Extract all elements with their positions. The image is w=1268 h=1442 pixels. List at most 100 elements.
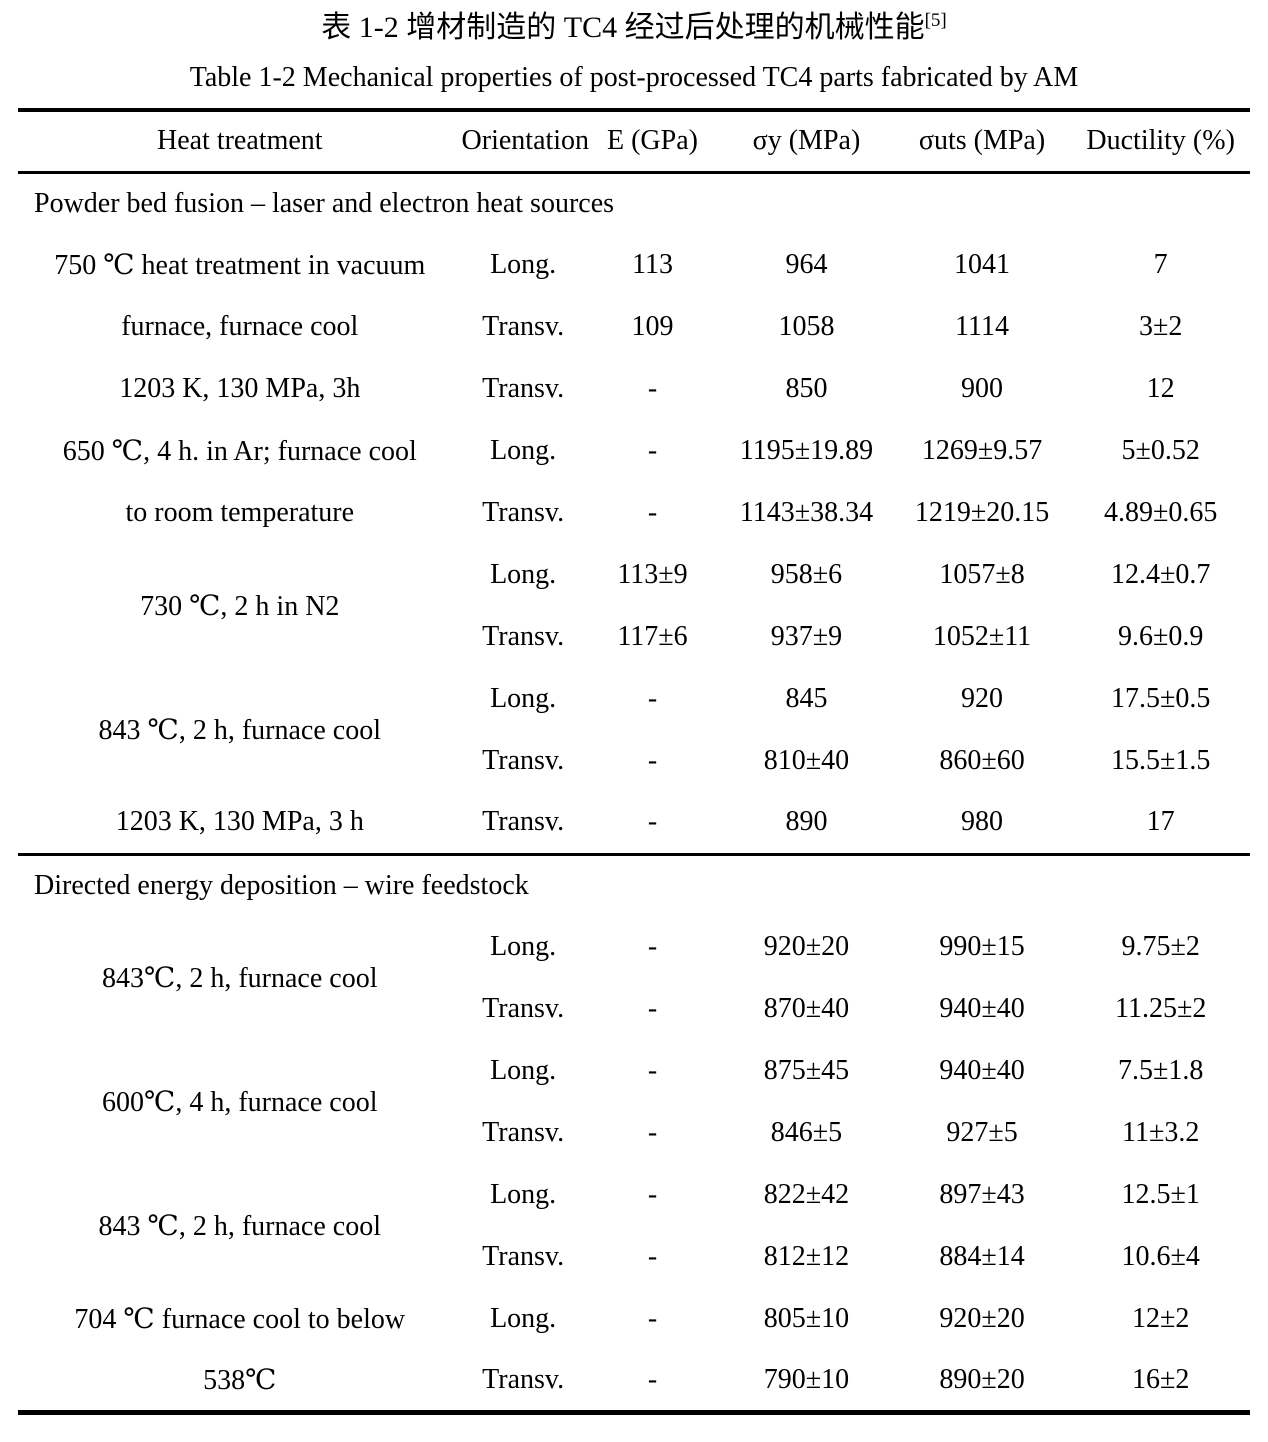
treatment-cell: 843℃, 2 h, furnace cool (102, 963, 378, 994)
ductility-cell: 5±0.52 (1121, 435, 1200, 466)
sigma-uts-cell: 897±43 (939, 1179, 1025, 1210)
sigma-uts-cell: 900 (961, 373, 1004, 404)
table-row: 650 ℃, 4 h. in Ar; furnace cool Long. - 119… (18, 420, 1250, 482)
table-row: Transv. - 846±5 927±5 11±3.2 (18, 1102, 1250, 1164)
e-gpa-cell: - (647, 1117, 658, 1148)
table-caption-zh: 表 1-2 增材制造的 TC4 经过后处理的机械性能[5] (0, 8, 1268, 48)
treatment-cell: 1203 K, 130 MPa, 3h (119, 373, 361, 404)
e-gpa-cell: - (647, 683, 658, 714)
e-gpa-cell: - (647, 1055, 658, 1086)
orientation-cell: Transv. (482, 497, 565, 528)
sigma-uts-cell: 940±40 (939, 1055, 1025, 1086)
sigma-y-cell: 822±42 (763, 1179, 850, 1210)
treatment-cell: 600℃, 4 h, furnace cool (102, 1087, 378, 1118)
table-row: to room temperature Transv. - 1143±38.34 121… (18, 482, 1250, 544)
sigma-y-cell: 958±6 (770, 559, 843, 590)
ductility-cell: 11±3.2 (1122, 1117, 1200, 1148)
section-header-row: Directed energy deposition – wire feedst… (18, 852, 1250, 916)
sigma-y-cell: 805±10 (763, 1303, 850, 1334)
ductility-cell: 7 (1153, 249, 1168, 280)
orientation-cell: Transv. (482, 1241, 565, 1272)
table-row: 1203 K, 130 MPa, 3 h Transv. - 890 980 17 (18, 792, 1250, 854)
table-row: Transv. - 870±40 940±40 11.25±2 (18, 978, 1250, 1040)
orientation-cell: Long. (490, 435, 557, 466)
sigma-y-cell: 846±5 (770, 1117, 843, 1148)
e-gpa-cell: - (647, 993, 658, 1024)
sigma-uts-cell: 1041 (954, 249, 1011, 280)
orientation-cell: Transv. (482, 373, 565, 404)
ductility-cell: 17.5±0.5 (1110, 683, 1211, 714)
header-row: Heat treatment Orientation E (GPa) σy (M… (18, 110, 1250, 174)
sigma-y-cell: 937±9 (770, 621, 843, 652)
e-gpa-cell: - (647, 1363, 658, 1395)
col-header-heat-treatment: Heat treatment (18, 110, 462, 174)
orientation-cell: Long. (490, 1055, 557, 1086)
table-row: 538℃ Transv. - 790±10 890±20 16±2 (18, 1350, 1250, 1412)
treatment-cell: to room temperature (125, 497, 355, 528)
table-row: 750 ℃ heat treatment in vacuum Long. 113 96… (18, 234, 1250, 296)
ductility-cell: 12.4±0.7 (1110, 559, 1211, 590)
sigma-uts-cell: 980 (961, 806, 1004, 838)
e-gpa-cell: - (647, 931, 658, 962)
sigma-y-cell: 875±45 (763, 1055, 850, 1086)
sigma-uts-cell: 1219±20.15 (914, 497, 1050, 528)
e-gpa-cell: 117±6 (617, 621, 688, 652)
treatment-cell: 843 ℃, 2 h, furnace cool (98, 715, 381, 746)
table-row: 704 ℃ furnace cool to below Long. - 805±10 9… (18, 1288, 1250, 1350)
sigma-y-cell: 890 (785, 806, 828, 838)
orientation-cell: Long. (490, 1303, 557, 1334)
table-row: furnace, furnace cool Transv. 109 1058 1114 3… (18, 296, 1250, 358)
e-gpa-cell: 109 (631, 311, 674, 342)
orientation-cell: Transv. (482, 806, 565, 838)
sigma-uts-cell: 890±20 (939, 1363, 1025, 1395)
treatment-cell: 1203 K, 130 MPa, 3 h (115, 806, 364, 838)
table-row: Transv. - 810±40 860±60 15.5±1.5 (18, 730, 1250, 792)
e-gpa-cell: - (647, 1303, 658, 1334)
table-row: 843 ℃, 2 h, furnace cool Long. - 845 920 17.5… (18, 668, 1250, 746)
ductility-cell: 4.89±0.65 (1103, 497, 1218, 528)
orientation-cell: Transv. (482, 1117, 565, 1148)
treatment-cell: 538℃ (203, 1364, 277, 1396)
ductility-cell: 9.75±2 (1121, 931, 1200, 962)
sigma-y-cell: 790±10 (763, 1363, 850, 1395)
e-gpa-cell: - (647, 806, 658, 838)
e-gpa-cell: - (647, 745, 658, 776)
col-header-orientation: Orientation (461, 110, 589, 174)
col-header-sigma-uts: σuts (MPa) (892, 110, 1072, 174)
e-gpa-cell: 113 (631, 249, 673, 280)
sigma-uts-cell: 860±60 (939, 745, 1025, 776)
ductility-cell: 12±2 (1131, 1303, 1190, 1334)
table-row: 1203 K, 130 MPa, 3h Transv. - 850 900 12 (18, 358, 1250, 420)
orientation-cell: Transv. (482, 1363, 565, 1395)
sigma-uts-cell: 920±20 (939, 1303, 1025, 1334)
table-row: Transv. - 812±12 884±14 10.6±4 (18, 1226, 1250, 1288)
ductility-cell: 9.6±0.9 (1117, 621, 1204, 652)
e-gpa-cell: - (647, 1241, 658, 1272)
table-row: 600℃, 4 h, furnace cool Long. - 875±45 940±4… (18, 1040, 1250, 1118)
sigma-y-cell: 1058 (778, 311, 835, 342)
ductility-cell: 7.5±1.8 (1117, 1055, 1204, 1086)
treatment-cell: 750 ℃ heat treatment in vacuum (54, 250, 426, 281)
e-gpa-cell: - (647, 373, 658, 404)
table-caption-en: Table 1-2 Mechanical properties of post-… (189, 62, 1079, 93)
table-body: Powder bed fusion – laser and electron h… (18, 172, 1250, 1412)
section-header-row: Powder bed fusion – laser and electron h… (18, 172, 1250, 234)
orientation-cell: Transv. (482, 311, 565, 342)
sigma-uts-cell: 1114 (955, 311, 1009, 342)
sigma-y-cell: 850 (785, 373, 828, 404)
ductility-cell: 16±2 (1131, 1363, 1190, 1395)
orientation-cell: Long. (490, 559, 557, 590)
treatment-cell: 704 ℃ furnace cool to below (74, 1304, 406, 1335)
treatment-cell: 843 ℃, 2 h, furnace cool (98, 1211, 381, 1242)
table-row: 730 ℃, 2 h in N2 Long. 113±9 958±6 1057±8 12.… (18, 544, 1250, 622)
sigma-y-cell: 810±40 (763, 745, 850, 776)
orientation-cell: Transv. (482, 621, 565, 652)
ductility-cell: 10.6±4 (1121, 1241, 1200, 1272)
treatment-cell: 650 ℃, 4 h. in Ar; furnace cool (62, 436, 417, 467)
sigma-uts-cell: 940±40 (939, 993, 1025, 1024)
ductility-cell: 11.25±2 (1115, 993, 1207, 1024)
col-header-sigma-y: σy (MPa) (720, 110, 893, 174)
col-header-e-gpa: E (GPa) (584, 110, 721, 174)
treatment-cell: furnace, furnace cool (121, 311, 359, 342)
